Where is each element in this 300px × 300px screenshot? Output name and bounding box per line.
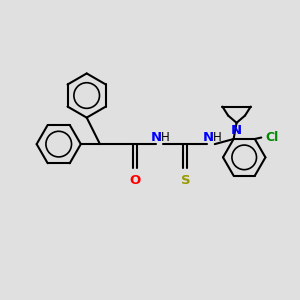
- Text: N: N: [203, 131, 214, 144]
- Text: H: H: [213, 131, 221, 144]
- Text: H: H: [161, 131, 170, 144]
- Text: S: S: [181, 174, 190, 187]
- Text: N: N: [151, 131, 162, 144]
- Text: N: N: [231, 124, 242, 137]
- Text: O: O: [130, 174, 141, 187]
- Text: Cl: Cl: [266, 131, 279, 144]
